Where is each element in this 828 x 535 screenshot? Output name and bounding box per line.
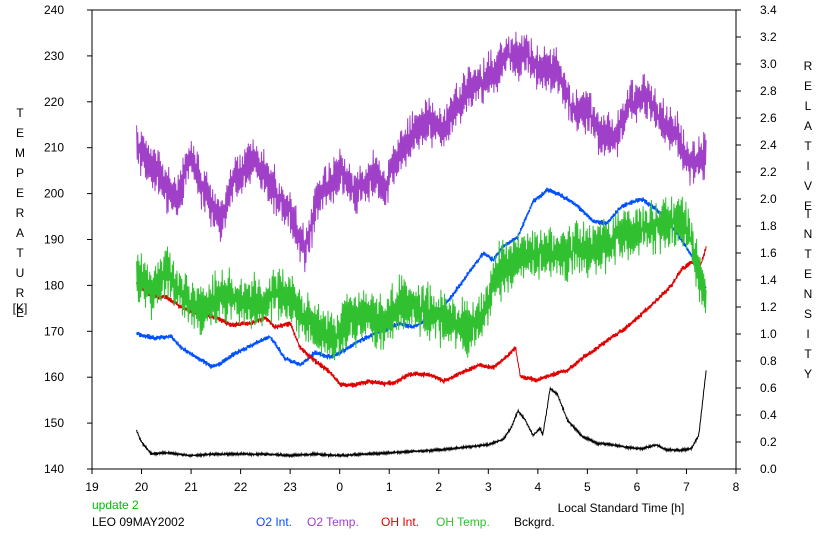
y-left-label-letter: P: [16, 166, 24, 180]
y-left-tick-label: 180: [44, 278, 64, 292]
x-tick-label: 5: [584, 480, 591, 494]
y-right-tick-label: 1.0: [760, 327, 777, 341]
y-right-label-letter: S: [804, 307, 812, 321]
x-tick-label: 1: [386, 480, 393, 494]
y-right-label-letter: N: [804, 287, 813, 301]
update-note: update 2: [92, 498, 139, 512]
y-left-tick-label: 170: [44, 324, 64, 338]
y-left-tick-label: 230: [44, 49, 64, 63]
x-tick-label: 3: [485, 480, 492, 494]
y-right-label-letter: E: [804, 267, 812, 281]
y-left-label-letter: E: [16, 126, 24, 140]
y-right-tick-label: 1.8: [760, 219, 777, 233]
series-line-oh-int: [136, 246, 707, 388]
x-tick-label: 0: [336, 480, 343, 494]
y-left-tick-label: 160: [44, 370, 64, 384]
y-right-tick-label: 2.6: [760, 111, 777, 125]
y-left-label-letter: T: [16, 106, 24, 120]
y-right-tick-label: 2.8: [760, 84, 777, 98]
y-right-tick-label: 1.2: [760, 300, 777, 314]
legend-item: OH Temp.: [436, 515, 490, 529]
y-right-label-letter: V: [804, 179, 812, 193]
station-date-note: LEO 09MAY2002: [92, 515, 185, 529]
legend: O2 Int. O2 Temp. OH Int. OH Temp. Bckgrd.: [256, 515, 555, 529]
y-left-label-letter: E: [16, 186, 24, 200]
y-right-label-letter: I: [806, 327, 809, 341]
y-right-tick-label: 3.2: [760, 30, 777, 44]
y-right-label-letter: E: [804, 79, 812, 93]
y-right-label-letter: T: [804, 247, 812, 261]
x-tick-label: 22: [234, 480, 248, 494]
ticks: 19 20 21 22 23 0 1 2 3 4 5 6 7 8140150160170180190200…: [44, 3, 777, 494]
y-left-tick-label: 200: [44, 187, 64, 201]
series-line-o2-int: [136, 187, 707, 369]
legend-item: OH Int.: [381, 515, 419, 529]
legend-item: Bckgrd.: [514, 515, 555, 529]
y-right-label-letter: T: [804, 139, 812, 153]
x-tick-label: 19: [85, 480, 99, 494]
y-right-tick-label: 3.4: [760, 3, 777, 17]
legend-item: O2 Temp.: [307, 515, 359, 529]
y-left-unit: [K]: [13, 301, 28, 315]
y-left-tick-label: 210: [44, 141, 64, 155]
x-tick-label: 23: [283, 480, 297, 494]
y-left-tick-label: 150: [44, 416, 64, 430]
y-left-label-letter: R: [16, 286, 25, 300]
y-left-tick-label: 220: [44, 95, 64, 109]
y-left-tick-label: 240: [44, 3, 64, 17]
legend-item: O2 Int.: [256, 515, 292, 529]
y-right-label-letter: A: [804, 119, 812, 133]
y-right-tick-label: 0.6: [760, 381, 777, 395]
y-right-label-letter: T: [804, 347, 812, 361]
x-tick-label: 7: [683, 480, 690, 494]
y-right-tick-label: 0.2: [760, 435, 777, 449]
series-line-bckgrd: [136, 370, 707, 459]
y-right-tick-label: 0.4: [760, 408, 777, 422]
series-line-oh-temp: [136, 196, 707, 361]
y-right-tick-label: 2.4: [760, 138, 777, 152]
y-right-label-letter: R: [804, 59, 813, 73]
y-left-label-letter: E: [16, 306, 24, 320]
y-right-label-letter: L: [805, 99, 812, 113]
y-right-tick-label: 0.0: [760, 462, 777, 476]
y-left-tick-label: 190: [44, 233, 64, 247]
x-axis-title: Local Standard Time [h]: [558, 501, 685, 515]
series-line-o2-temp: [136, 31, 707, 273]
x-tick-label: 4: [535, 480, 542, 494]
y-left-label-letter: U: [16, 266, 25, 280]
y-left-label-letter: R: [16, 206, 25, 220]
x-tick-label: 6: [634, 480, 641, 494]
x-tick-label: 21: [184, 480, 198, 494]
y-right-label-letter: I: [806, 207, 809, 221]
y-right-label-letter: E: [804, 199, 812, 213]
series-lines: [136, 31, 707, 459]
x-tick-label: 2: [435, 480, 442, 494]
y-left-label-letter: A: [16, 226, 24, 240]
y-right-tick-label: 3.0: [760, 57, 777, 71]
y-right-label-letter: I: [806, 159, 809, 173]
y-left-tick-label: 140: [44, 462, 64, 476]
y-left-label-letter: M: [15, 146, 25, 160]
y-right-tick-label: 2.2: [760, 165, 777, 179]
y-right-tick-label: 0.8: [760, 354, 777, 368]
y-right-label-letter: Y: [804, 367, 812, 381]
y-right-tick-label: 1.6: [760, 246, 777, 260]
y-right-tick-label: 1.4: [760, 273, 777, 287]
y-left-label-letter: T: [16, 246, 24, 260]
y-right-label-letter: N: [804, 227, 813, 241]
y-right-tick-label: 2.0: [760, 192, 777, 206]
x-tick-label: 20: [135, 480, 149, 494]
x-tick-label: 8: [733, 480, 740, 494]
